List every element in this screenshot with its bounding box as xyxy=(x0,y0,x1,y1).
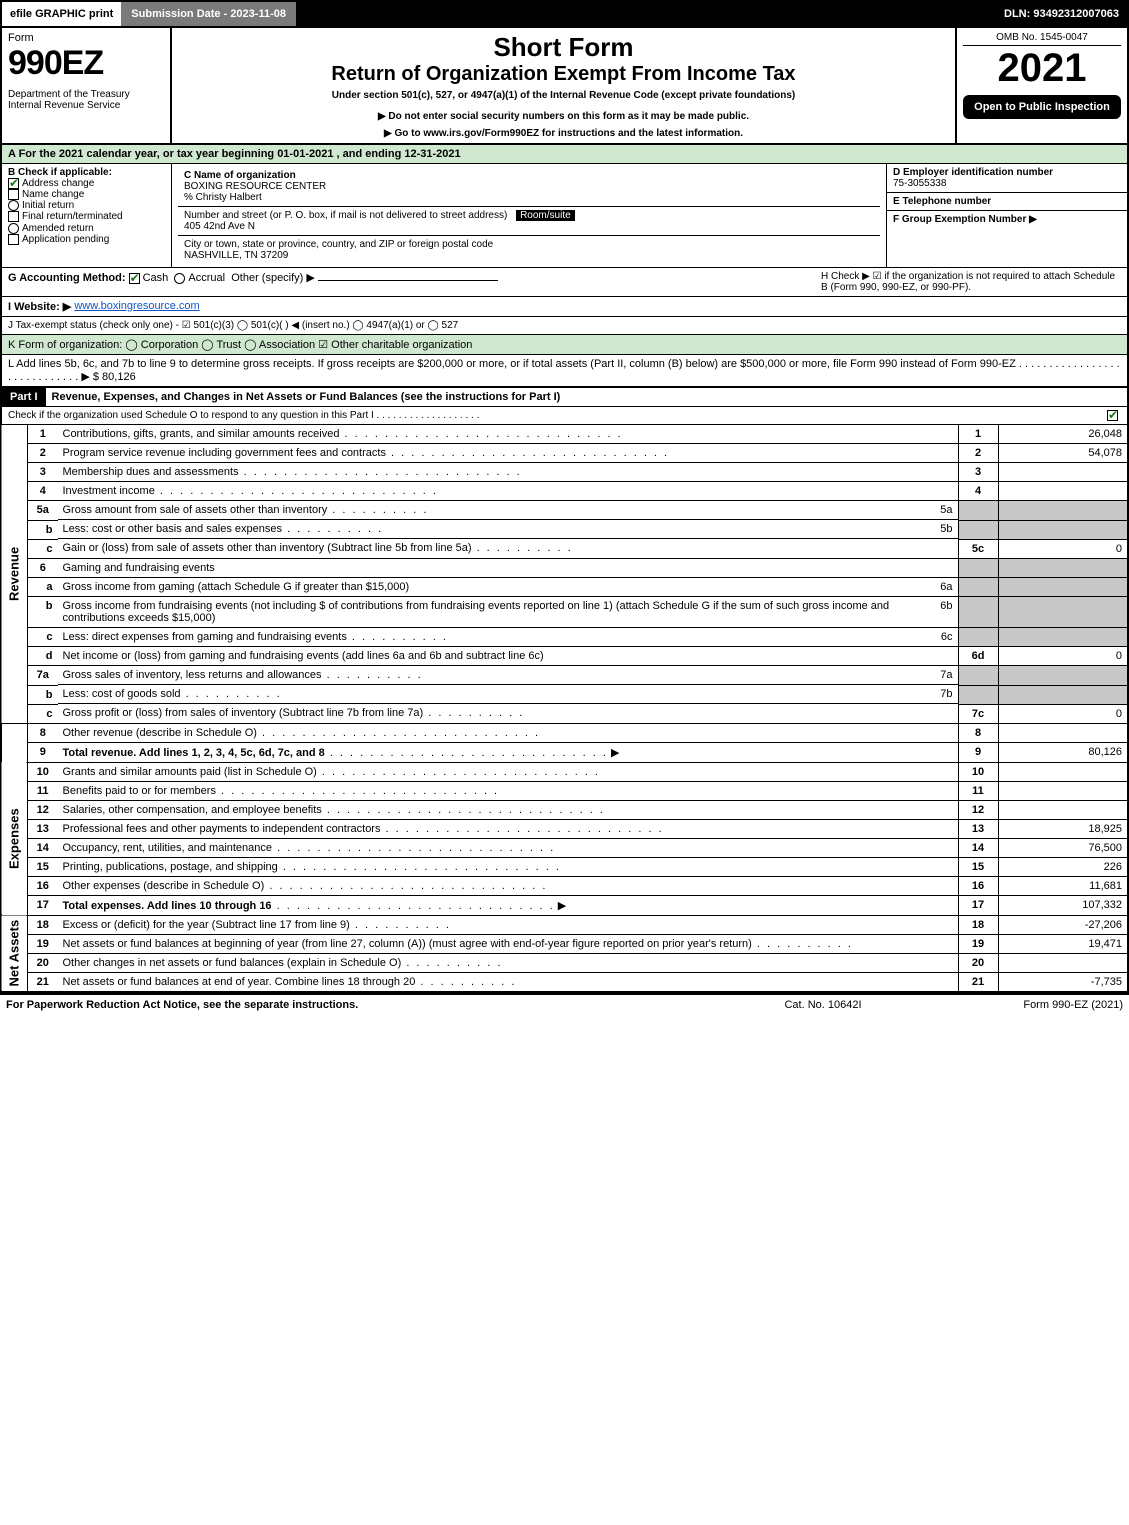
top-bar: efile GRAPHIC print Submission Date - 20… xyxy=(0,0,1129,28)
schedule-o-checkbox[interactable] xyxy=(1107,410,1118,421)
street-address: 405 42nd Ave N xyxy=(184,221,255,232)
e-label: E Telephone number xyxy=(893,196,991,207)
form-footer: Form 990-EZ (2021) xyxy=(923,999,1123,1011)
line-a: A For the 2021 calendar year, or tax yea… xyxy=(0,145,1129,164)
goto-link[interactable]: ▶ Go to www.irs.gov/Form990EZ for instru… xyxy=(178,128,949,139)
dept-treasury: Department of the Treasury xyxy=(8,89,164,100)
accrual-radio[interactable] xyxy=(174,273,185,284)
expenses-sidebar: Expenses xyxy=(1,762,28,915)
short-form-title: Short Form xyxy=(178,32,949,63)
part-i-header: Part I Revenue, Expenses, and Changes in… xyxy=(0,388,1129,407)
care-of: % Christy Halbert xyxy=(184,192,262,203)
g-label: G Accounting Method: xyxy=(8,272,126,284)
org-info-block: B Check if applicable: Address change Na… xyxy=(0,164,1129,268)
revenue-sidebar: Revenue xyxy=(1,425,28,723)
city-label: City or town, state or province, country… xyxy=(184,239,493,250)
c-label: C Name of organization xyxy=(184,170,296,181)
form-word: Form xyxy=(8,32,164,44)
row-j: J Tax-exempt status (check only one) - ☑… xyxy=(0,317,1129,335)
ein: 75-3055338 xyxy=(893,178,946,189)
row-l: L Add lines 5b, 6c, and 7b to line 9 to … xyxy=(0,355,1129,388)
addr-change-checkbox[interactable] xyxy=(8,178,19,189)
initial-return-radio[interactable] xyxy=(8,200,19,211)
org-name: BOXING RESOURCE CENTER xyxy=(184,181,326,192)
amended-return-radio[interactable] xyxy=(8,223,19,234)
d-label: D Employer identification number xyxy=(893,167,1053,178)
return-title: Return of Organization Exempt From Incom… xyxy=(178,63,949,86)
page-footer: For Paperwork Reduction Act Notice, see … xyxy=(0,993,1129,1015)
efile-print[interactable]: efile GRAPHIC print xyxy=(2,2,121,26)
city-state-zip: NASHVILLE, TN 37209 xyxy=(184,250,288,261)
part-i-check: Check if the organization used Schedule … xyxy=(0,407,1129,425)
lines-table: Revenue 1Contributions, gifts, grants, a… xyxy=(0,425,1129,993)
cat-no: Cat. No. 10642I xyxy=(723,999,923,1011)
row-k: K Form of organization: ◯ Corporation ◯ … xyxy=(0,335,1129,355)
street-label: Number and street (or P. O. box, if mail… xyxy=(184,210,507,221)
form-number: 990EZ xyxy=(8,44,164,83)
f-label: F Group Exemption Number ▶ xyxy=(893,214,1037,225)
tax-year: 2021 xyxy=(963,46,1121,91)
part-i-title: Revenue, Expenses, and Changes in Net As… xyxy=(46,388,1127,406)
net-assets-sidebar: Net Assets xyxy=(1,915,28,992)
part-i-tag: Part I xyxy=(2,388,46,406)
i-label: I Website: ▶ xyxy=(8,300,71,313)
row-g-h: G Accounting Method: Cash Accrual Other … xyxy=(0,268,1129,297)
under-section: Under section 501(c), 527, or 4947(a)(1)… xyxy=(178,90,949,101)
ssn-warning: ▶ Do not enter social security numbers o… xyxy=(178,111,949,122)
omb-number: OMB No. 1545-0047 xyxy=(963,32,1121,46)
open-public-inspection: Open to Public Inspection xyxy=(963,95,1121,119)
row-i: I Website: ▶ www.boxingresource.com xyxy=(0,297,1129,317)
h-schedule-b: H Check ▶ ☑ if the organization is not r… xyxy=(821,271,1121,293)
irs-label: Internal Revenue Service xyxy=(8,100,164,111)
form-header: Form 990EZ Department of the Treasury In… xyxy=(0,28,1129,145)
name-change-checkbox[interactable] xyxy=(8,189,19,200)
b-label: B Check if applicable: xyxy=(8,167,165,178)
website-link[interactable]: www.boxingresource.com xyxy=(74,300,199,313)
paperwork-notice: For Paperwork Reduction Act Notice, see … xyxy=(6,999,723,1011)
final-return-checkbox[interactable] xyxy=(8,211,19,222)
submission-date: Submission Date - 2023-11-08 xyxy=(121,2,296,26)
room-suite-label: Room/suite xyxy=(516,210,575,221)
dln: DLN: 93492312007063 xyxy=(996,2,1127,26)
cash-checkbox[interactable] xyxy=(129,273,140,284)
application-pending-checkbox[interactable] xyxy=(8,234,19,245)
